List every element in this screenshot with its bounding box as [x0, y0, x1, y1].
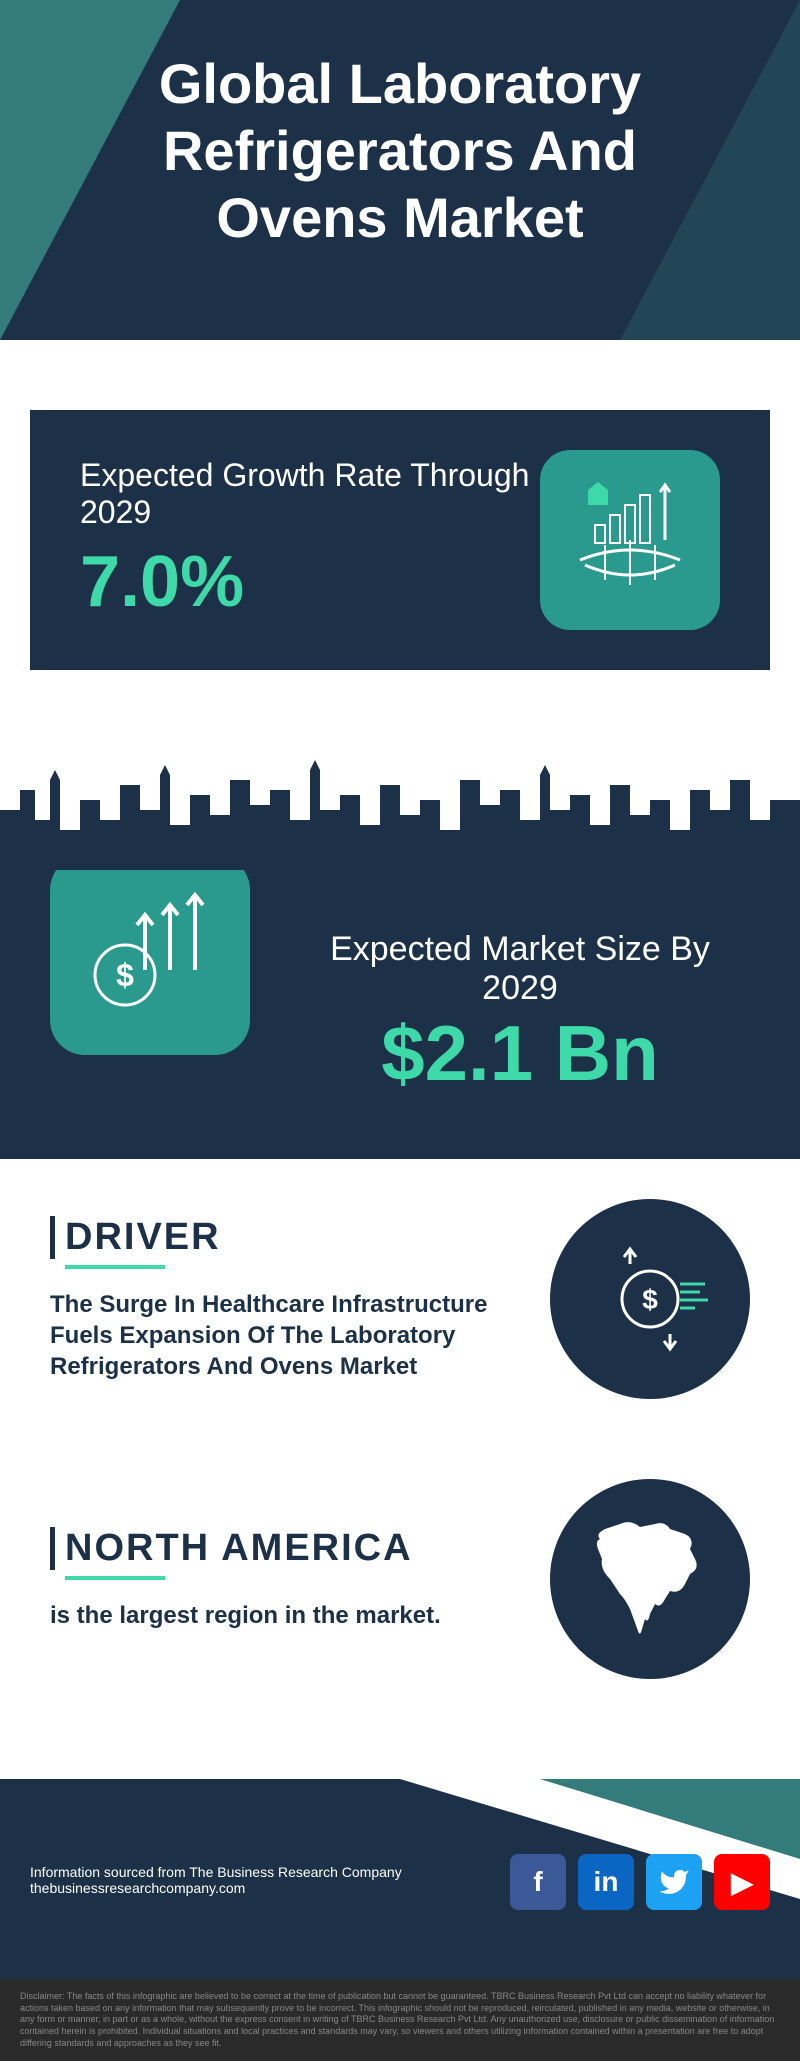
twitter-bird-icon — [658, 1866, 690, 1898]
source-text: Information sourced from The Business Re… — [30, 1864, 402, 1896]
header-section: Global Laboratory Refrigerators And Oven… — [0, 0, 800, 380]
skyline-section — [0, 670, 800, 870]
growth-text-block: Expected Growth Rate Through 2029 7.0% — [80, 457, 540, 623]
growth-chart-globe-icon — [560, 470, 700, 610]
svg-text:$: $ — [642, 1284, 658, 1315]
market-section: $ Expected Market Size By 2029 $2.1 Bn — [0, 870, 800, 1159]
growth-value: 7.0% — [80, 541, 540, 623]
growth-label: Expected Growth Rate Through 2029 — [80, 457, 540, 531]
linkedin-icon[interactable]: in — [578, 1854, 634, 1910]
region-icon-circle — [550, 1479, 750, 1679]
page-title: Global Laboratory Refrigerators And Oven… — [0, 0, 800, 252]
market-text-block: Expected Market Size By 2029 $2.1 Bn — [290, 930, 750, 1099]
svg-text:$: $ — [116, 957, 134, 993]
north-america-map-icon — [570, 1499, 730, 1659]
driver-text: DRIVER The Surge In Healthcare Infrastru… — [50, 1216, 520, 1383]
twitter-icon[interactable] — [646, 1854, 702, 1910]
dollar-transfer-icon: $ — [580, 1229, 720, 1369]
market-label: Expected Market Size By 2029 — [290, 930, 750, 1008]
footer-triangle-teal — [540, 1779, 800, 1859]
source-line2: thebusinessresearchcompany.com — [30, 1880, 402, 1896]
region-block: NORTH AMERICA is the largest region in t… — [0, 1439, 800, 1719]
driver-block: DRIVER The Surge In Healthcare Infrastru… — [0, 1159, 800, 1439]
market-value: $2.1 Bn — [290, 1008, 750, 1099]
social-row: f in ▶ — [510, 1854, 770, 1910]
region-text: NORTH AMERICA is the largest region in t… — [50, 1527, 520, 1631]
growth-icon — [540, 450, 720, 630]
skyline-icon — [0, 750, 800, 870]
region-heading: NORTH AMERICA — [50, 1527, 520, 1580]
growth-section: Expected Growth Rate Through 2029 7.0% — [30, 410, 770, 670]
disclaimer: Disclaimer: The facts of this infographi… — [0, 1979, 800, 2061]
driver-body: The Surge In Healthcare Infrastructure F… — [50, 1289, 520, 1383]
footer-section: Information sourced from The Business Re… — [0, 1779, 800, 1979]
dollar-arrows-up-icon: $ — [75, 880, 225, 1030]
region-body: is the largest region in the market. — [50, 1600, 520, 1631]
source-line1: Information sourced from The Business Re… — [30, 1864, 402, 1880]
driver-icon-circle: $ — [550, 1199, 750, 1399]
facebook-icon[interactable]: f — [510, 1854, 566, 1910]
market-icon: $ — [50, 855, 250, 1055]
driver-heading: DRIVER — [50, 1216, 520, 1269]
youtube-icon[interactable]: ▶ — [714, 1854, 770, 1910]
